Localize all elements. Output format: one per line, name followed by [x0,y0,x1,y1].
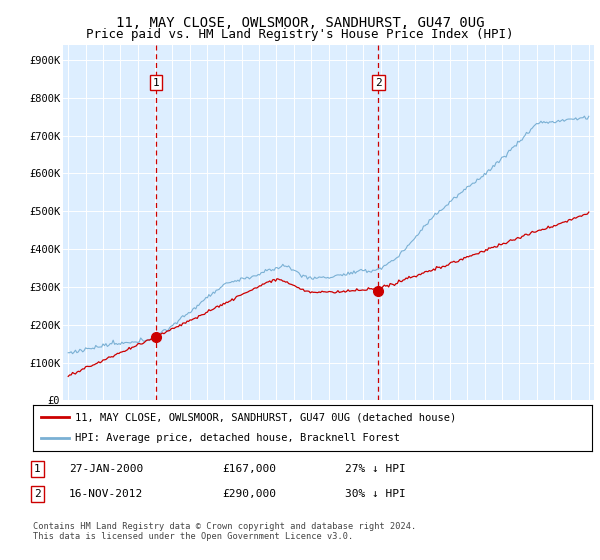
Text: Price paid vs. HM Land Registry's House Price Index (HPI): Price paid vs. HM Land Registry's House … [86,28,514,41]
Text: 2: 2 [375,78,382,87]
Text: 16-NOV-2012: 16-NOV-2012 [69,489,143,499]
Text: HPI: Average price, detached house, Bracknell Forest: HPI: Average price, detached house, Brac… [75,433,400,444]
Text: 1: 1 [34,464,41,474]
Text: Contains HM Land Registry data © Crown copyright and database right 2024.
This d: Contains HM Land Registry data © Crown c… [33,522,416,542]
Text: 11, MAY CLOSE, OWLSMOOR, SANDHURST, GU47 0UG: 11, MAY CLOSE, OWLSMOOR, SANDHURST, GU47… [116,16,484,30]
Text: 27% ↓ HPI: 27% ↓ HPI [345,464,406,474]
Text: £290,000: £290,000 [222,489,276,499]
Text: 27-JAN-2000: 27-JAN-2000 [69,464,143,474]
Text: 1: 1 [153,78,160,87]
Text: 2: 2 [34,489,41,499]
Text: 30% ↓ HPI: 30% ↓ HPI [345,489,406,499]
Text: £167,000: £167,000 [222,464,276,474]
Text: 11, MAY CLOSE, OWLSMOOR, SANDHURST, GU47 0UG (detached house): 11, MAY CLOSE, OWLSMOOR, SANDHURST, GU47… [75,412,456,422]
